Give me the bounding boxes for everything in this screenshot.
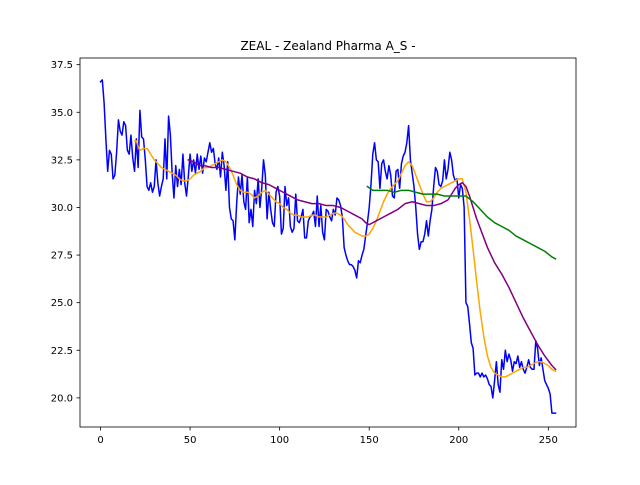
series-line-1 [133, 140, 557, 378]
x-tick-label: 150 [360, 435, 379, 446]
series-layer [99, 79, 557, 414]
plot-frame [79, 57, 577, 428]
x-tick-label: 50 [184, 435, 197, 446]
series-line-3 [366, 185, 557, 260]
x-tick-label: 200 [449, 435, 468, 446]
x-tick-label: 250 [539, 435, 558, 446]
y-tick-label: 27.5 [51, 251, 73, 262]
series-line-2 [187, 158, 557, 371]
x-tick-label: 0 [97, 435, 103, 446]
y-axis: 20.0 22.5 25.0 27.5 30.0 32.5 35.0 37.5 [51, 60, 80, 404]
y-tick-label: 37.5 [51, 60, 73, 71]
x-tick-label: 100 [270, 435, 289, 446]
y-tick-label: 35.0 [51, 108, 73, 119]
y-tick-label: 30.0 [51, 203, 73, 214]
chart-title: ZEAL - Zealand Pharma A_S - [240, 39, 415, 53]
y-tick-label: 20.0 [51, 393, 73, 404]
y-tick-label: 32.5 [51, 155, 73, 166]
x-axis: 0 50 100 150 200 250 [97, 427, 558, 446]
y-tick-label: 25.0 [51, 298, 73, 309]
y-tick-label: 22.5 [51, 346, 73, 357]
series-line-0 [99, 79, 557, 414]
